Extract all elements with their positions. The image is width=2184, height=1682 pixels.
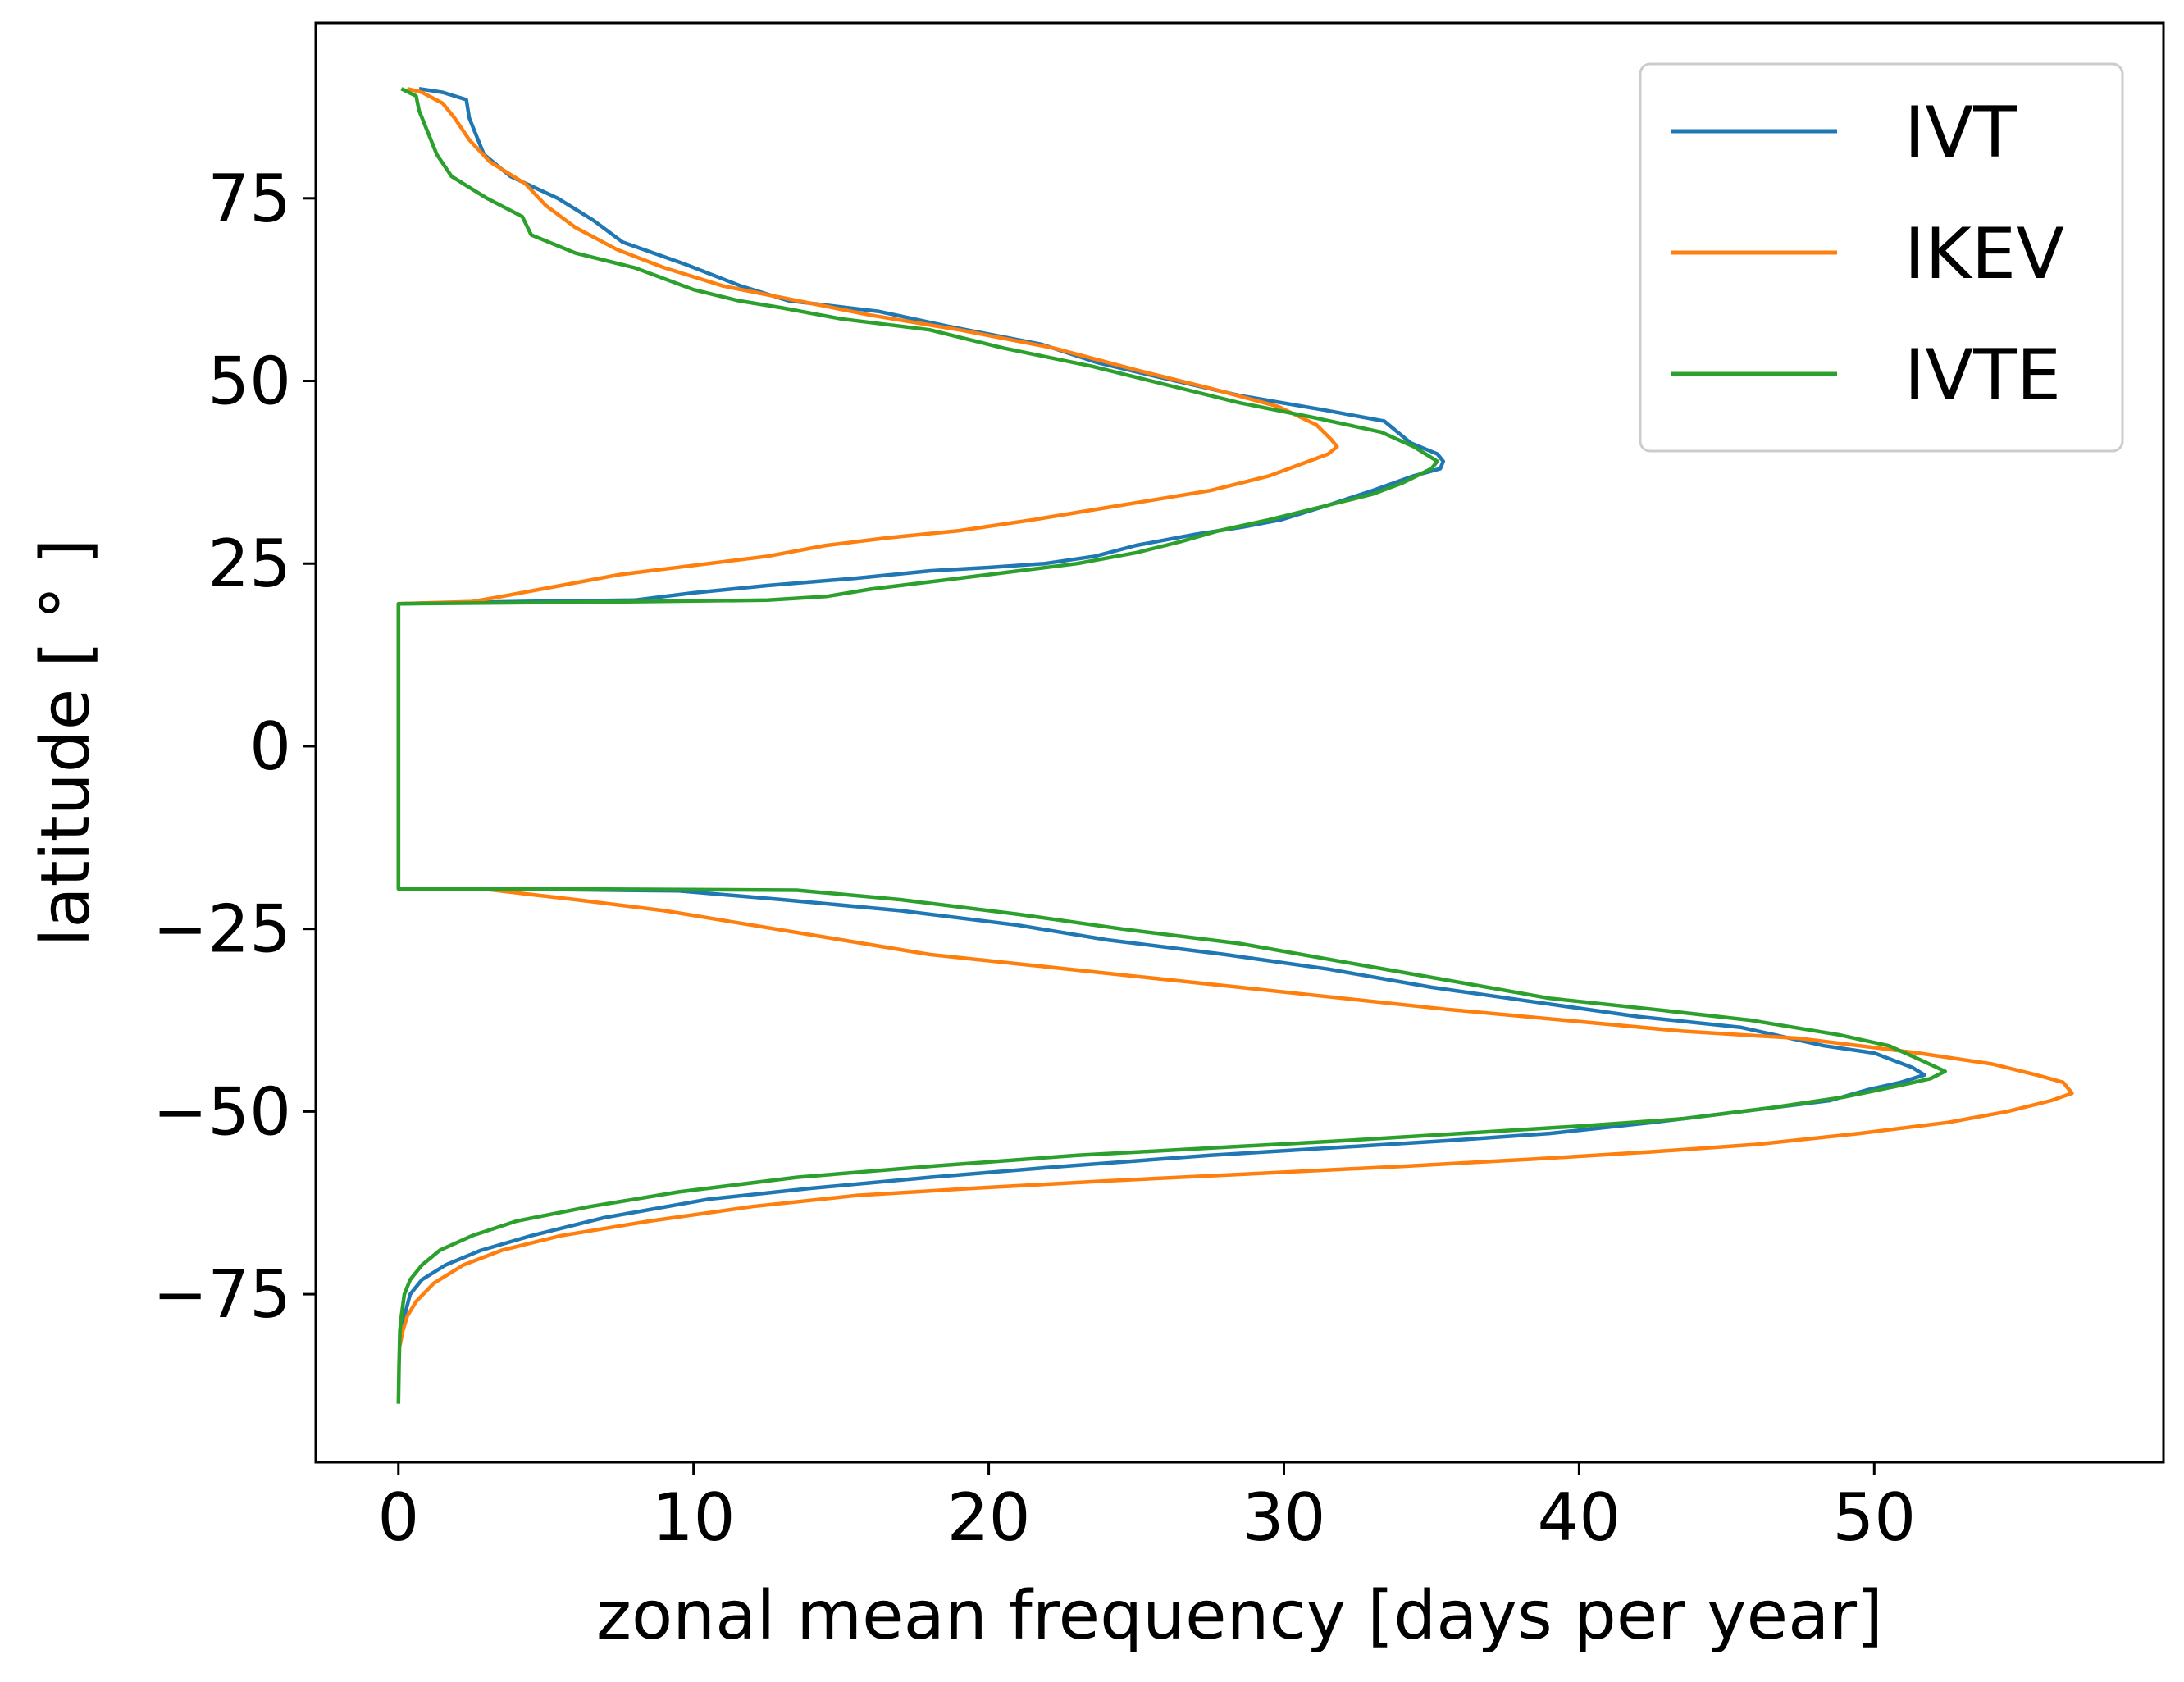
y-tick-label: −75 [153,1256,291,1333]
x-tick-label: 40 [1537,1479,1621,1556]
legend-box [1639,62,2124,453]
x-axis-ticks: 0 10 20 30 40 50 [377,1462,1916,1556]
x-tick-label: 20 [947,1479,1031,1556]
legend-label-ikev: IKEV [1904,213,2064,295]
legend-entries: IVT IKEV IVTE [1671,92,2064,417]
x-axis-label: zonal mean frequency [days per year] [596,1577,1883,1655]
y-axis-label: latitude [ ° ] [27,539,105,947]
series-line-ivte [396,87,1947,1404]
legend: IVT IKEV IVTE [1639,62,2124,453]
y-axis-ticks: 75 50 25 0 −25 −50 −75 [153,161,316,1333]
series-layer [396,86,2074,1404]
x-tick-label: 10 [652,1479,736,1556]
plot-frame [314,21,2165,1464]
y-tick-label: 0 [249,709,291,785]
legend-label-ivt: IVT [1904,92,2017,174]
legend-label-ivte: IVTE [1904,335,2061,417]
y-tick-label: −50 [153,1073,291,1150]
series-line-ikev [396,87,2074,1346]
x-tick-label: 0 [377,1479,419,1556]
y-tick-label: 75 [207,161,291,237]
x-tick-label: 50 [1832,1479,1916,1556]
y-tick-label: −25 [153,891,291,968]
y-tick-label: 25 [207,526,291,602]
x-tick-label: 30 [1242,1479,1326,1556]
y-tick-label: 50 [207,344,291,420]
